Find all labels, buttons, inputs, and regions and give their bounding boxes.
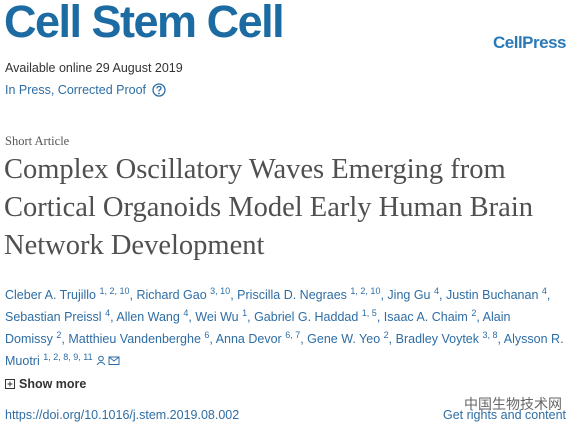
author: Bradley Voytek 3, 8 xyxy=(395,329,498,346)
rights-link[interactable]: Get rights and content xyxy=(443,408,566,422)
author-name[interactable]: Alysson R. Muotri xyxy=(5,332,564,368)
author-items: Cleber A. Trujillo 1, 2, 10, Richard Gao… xyxy=(5,285,564,368)
help-icon[interactable] xyxy=(152,83,166,97)
author-affiliations[interactable]: 2 xyxy=(56,329,62,340)
author-affiliations[interactable]: 4 xyxy=(183,307,189,318)
author-separator: , xyxy=(376,310,381,324)
author-separator: , xyxy=(388,332,393,346)
author-affiliations[interactable]: 6, 7 xyxy=(285,329,301,340)
expand-icon[interactable] xyxy=(5,379,15,389)
author: Justin Buchanan 4 xyxy=(445,285,547,302)
author-affiliations[interactable]: 4 xyxy=(541,285,547,296)
author-name[interactable]: Matthieu Vandenberghe xyxy=(68,332,201,346)
author-affiliations[interactable]: 4 xyxy=(434,285,440,296)
author: Priscilla D. Negraes 1, 2, 10 xyxy=(237,285,381,302)
author-separator: , xyxy=(546,288,551,302)
author-separator: , xyxy=(61,332,65,346)
author: Richard Gao 3, 10 xyxy=(136,285,231,302)
article-title: Complex Oscillatory Waves Emerging from … xyxy=(4,154,533,261)
author-name[interactable]: Sebastian Preissl xyxy=(5,310,102,324)
author-list: Cleber A. Trujillo 1, 2, 10, Richard Gao… xyxy=(5,284,571,372)
author-name[interactable]: Allen Wang xyxy=(116,310,180,324)
author-affiliations[interactable]: 1 xyxy=(242,307,248,318)
author-separator: , xyxy=(230,288,234,302)
author: Jing Gu 4 xyxy=(387,285,440,302)
availability-date: Available online 29 August 2019 xyxy=(5,61,183,75)
author: Gabriel G. Haddad 1, 5 xyxy=(254,307,377,324)
author-name[interactable]: Anna Devor xyxy=(215,332,282,346)
author-name[interactable]: Gene W. Yeo xyxy=(307,332,381,346)
author-separator: , xyxy=(188,310,192,324)
author-name[interactable]: Isaac A. Chaim xyxy=(383,310,468,324)
author-separator: , xyxy=(439,288,443,302)
article-type: Short Article xyxy=(5,134,70,148)
author-affiliations[interactable]: 4 xyxy=(105,307,111,318)
status-row: In Press, Corrected Proof xyxy=(5,83,166,97)
author-affiliations[interactable]: 3, 8 xyxy=(482,329,498,340)
author-affiliations[interactable]: 1, 2, 8, 9, 11 xyxy=(43,351,93,362)
author-affiliations[interactable]: 2 xyxy=(471,307,477,318)
show-more[interactable]: Show more xyxy=(19,377,87,391)
author-name[interactable]: Wei Wu xyxy=(195,310,239,324)
author: Alysson R. Muotri 1, 2, 8, 9, 11 xyxy=(5,332,564,368)
author-icons[interactable] xyxy=(96,355,120,366)
author: Wei Wu 1 xyxy=(195,307,248,324)
author-name[interactable]: Justin Buchanan xyxy=(445,288,539,302)
publisher-logo[interactable]: CellPress xyxy=(493,33,567,52)
author-affiliations[interactable]: 2 xyxy=(383,329,389,340)
author-name[interactable]: Richard Gao xyxy=(136,288,207,302)
author-affiliations[interactable]: 3, 10 xyxy=(210,285,231,296)
author-separator: , xyxy=(497,332,501,346)
journal-logo[interactable]: Cell Stem Cell xyxy=(4,0,285,47)
author: Gene W. Yeo 2 xyxy=(307,329,389,346)
author: Alain Domissy 2 xyxy=(5,310,510,346)
author-affiliations[interactable]: 1, 5 xyxy=(361,307,377,318)
author-name[interactable]: Jing Gu xyxy=(387,288,431,302)
author-affiliations[interactable]: 6 xyxy=(204,329,210,340)
author-separator: , xyxy=(209,332,213,346)
author-separator: , xyxy=(300,332,304,346)
author-name[interactable]: Alain Domissy xyxy=(5,310,511,346)
article-status[interactable]: In Press, Corrected Proof xyxy=(5,83,147,97)
author: Isaac A. Chaim 2 xyxy=(383,307,477,324)
watermark: 中国生物技术网 xyxy=(464,396,562,412)
author: Matthieu Vandenberghe 6 xyxy=(68,329,210,346)
author-separator: , xyxy=(476,310,480,324)
author-affiliations[interactable]: 1, 2, 10 xyxy=(350,285,381,296)
author-separator: , xyxy=(110,310,114,324)
author-name[interactable]: Gabriel G. Haddad xyxy=(254,310,359,324)
author-name[interactable]: Priscilla D. Negraes xyxy=(237,288,347,302)
author: Anna Devor 6, 7 xyxy=(215,329,301,346)
author: Allen Wang 4 xyxy=(116,307,189,324)
author-separator: , xyxy=(380,288,384,302)
author-name[interactable]: Bradley Voytek xyxy=(395,332,480,346)
author-separator: , xyxy=(129,288,134,302)
author: Sebastian Preissl 4 xyxy=(5,307,111,324)
author-name[interactable]: Cleber A. Trujillo xyxy=(5,288,97,302)
author-separator: , xyxy=(247,310,251,324)
author-affiliations[interactable]: 1, 2, 10 xyxy=(99,285,130,296)
author: Cleber A. Trujillo 1, 2, 10 xyxy=(5,285,130,302)
show-more-row[interactable]: Show more xyxy=(5,377,86,391)
doi-link[interactable]: https://doi.org/10.1016/j.stem.2019.08.0… xyxy=(5,408,240,422)
